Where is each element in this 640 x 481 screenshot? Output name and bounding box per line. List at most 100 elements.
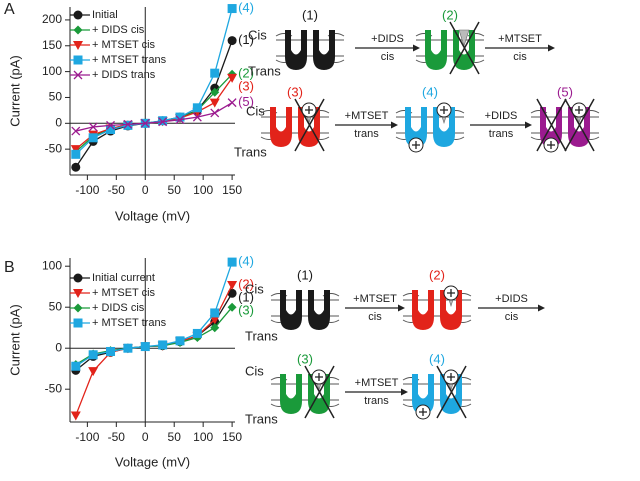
legend-symbol bbox=[73, 318, 83, 328]
legend-symbol bbox=[73, 289, 83, 298]
x-tick-label: 0 bbox=[142, 430, 149, 444]
membrane bbox=[415, 33, 485, 63]
x-axis-title: Voltage (mV) bbox=[115, 208, 190, 223]
marker bbox=[158, 340, 168, 350]
charge-plus bbox=[419, 408, 427, 416]
marker bbox=[210, 323, 220, 333]
marker bbox=[175, 336, 185, 346]
series-end-label: (2) bbox=[238, 276, 254, 291]
arrow-head bbox=[525, 121, 532, 129]
marker bbox=[123, 119, 133, 129]
x-tick-label: -50 bbox=[108, 430, 126, 444]
marker bbox=[158, 116, 168, 126]
arrow-label: +MTSET bbox=[498, 33, 542, 45]
channel-subunit bbox=[440, 290, 462, 330]
marker bbox=[123, 120, 133, 130]
charge-plus bbox=[305, 106, 313, 114]
legend-symbol bbox=[73, 25, 83, 35]
channel-subunit bbox=[280, 290, 302, 330]
series-line bbox=[75, 102, 233, 132]
channel-subunit bbox=[433, 107, 455, 147]
legend-label: + MTSET trans bbox=[92, 54, 167, 66]
y-tick-label: 0 bbox=[55, 340, 62, 354]
marker bbox=[88, 122, 98, 132]
arrow-head bbox=[398, 304, 405, 312]
series-end-label: (3) bbox=[238, 79, 254, 94]
membrane bbox=[260, 110, 330, 140]
state-label: (1) bbox=[297, 267, 313, 282]
block-cross bbox=[294, 98, 325, 152]
marker bbox=[227, 98, 237, 108]
marker bbox=[88, 350, 98, 360]
marker bbox=[192, 112, 202, 122]
arrow-label: +MTSET bbox=[355, 377, 399, 389]
panel-letter: A bbox=[4, 1, 15, 18]
membrane bbox=[402, 377, 472, 407]
legend-label: + MTSET cis bbox=[92, 287, 156, 299]
x-tick-label: 0 bbox=[142, 183, 149, 197]
y-tick-label: 50 bbox=[49, 299, 63, 313]
side-label: Cis bbox=[245, 363, 264, 378]
panel-letter: B bbox=[4, 259, 15, 276]
membrane bbox=[395, 110, 465, 140]
series-end-label: (2) bbox=[238, 66, 254, 81]
x-tick-label: -100 bbox=[75, 430, 99, 444]
marker bbox=[192, 328, 202, 338]
y-axis-title: Current (pA) bbox=[7, 304, 22, 376]
charge-plus bbox=[547, 141, 555, 149]
marker bbox=[227, 302, 237, 312]
side-label: Cis bbox=[245, 281, 264, 296]
series-end-label: (1) bbox=[238, 32, 254, 47]
membrane bbox=[270, 377, 340, 407]
arrow-label: cis bbox=[513, 51, 527, 63]
side-label: Trans bbox=[234, 144, 267, 159]
x-tick-label: 100 bbox=[193, 183, 213, 197]
x-tick-label: -100 bbox=[75, 183, 99, 197]
membrane bbox=[270, 293, 340, 323]
state-label: (2) bbox=[442, 7, 458, 22]
arrow-label: trans bbox=[364, 395, 389, 407]
legend-label: + DIDS cis bbox=[92, 302, 145, 314]
marker bbox=[70, 145, 81, 155]
marker bbox=[71, 126, 81, 136]
legend-symbol bbox=[73, 41, 83, 50]
marker bbox=[210, 108, 220, 118]
marker bbox=[158, 117, 168, 127]
arrow-label: cis bbox=[368, 311, 382, 323]
y-tick-label: 150 bbox=[42, 38, 62, 52]
legend-symbol bbox=[73, 55, 83, 65]
marker bbox=[71, 149, 81, 159]
marker bbox=[175, 112, 185, 122]
legend-marker bbox=[73, 318, 83, 328]
charge-plus bbox=[575, 106, 583, 114]
block-cross bbox=[304, 365, 335, 419]
marker bbox=[88, 133, 98, 143]
membrane bbox=[530, 110, 600, 140]
x-axis-title: Voltage (mV) bbox=[115, 454, 190, 469]
channel-subunit bbox=[270, 107, 292, 147]
x-tick-label: 50 bbox=[168, 430, 182, 444]
legend-marker bbox=[73, 273, 83, 283]
legend-symbol bbox=[73, 273, 83, 283]
marker bbox=[227, 73, 238, 83]
legend-marker bbox=[73, 70, 83, 80]
legend-symbol bbox=[73, 303, 83, 313]
charge-plus bbox=[315, 373, 323, 381]
arrow-head bbox=[413, 44, 420, 52]
block-cross bbox=[536, 98, 567, 152]
y-tick-label: 0 bbox=[55, 115, 62, 129]
state-label: (4) bbox=[422, 84, 438, 99]
arrow-head bbox=[391, 121, 398, 129]
marker bbox=[210, 308, 220, 318]
series-end-label: (5) bbox=[238, 94, 254, 109]
state-label: (1) bbox=[302, 7, 318, 22]
legend-label: Initial current bbox=[92, 272, 155, 284]
marker bbox=[71, 361, 81, 371]
side-label: Trans bbox=[245, 328, 278, 343]
arrow-label: trans bbox=[354, 128, 379, 140]
side-label: Cis bbox=[248, 27, 267, 42]
block-cross bbox=[449, 21, 480, 75]
series-end-label: (4) bbox=[238, 0, 254, 15]
marker bbox=[71, 162, 81, 172]
side-label: Cis bbox=[246, 103, 265, 118]
